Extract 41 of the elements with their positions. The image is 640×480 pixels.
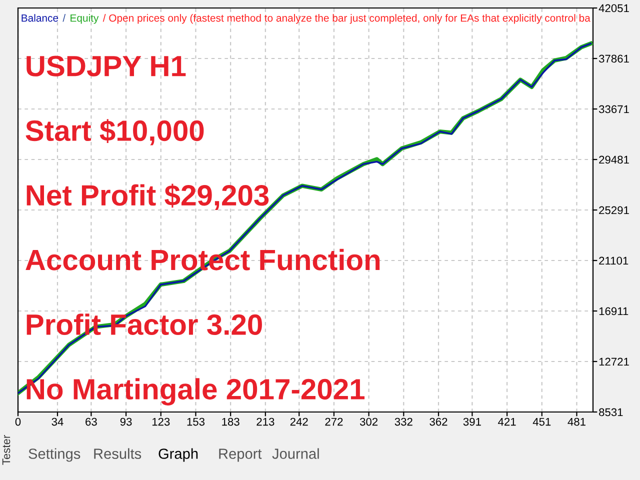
y-tick-label: 8531 — [599, 408, 623, 416]
x-tick-label: 123 — [152, 418, 170, 426]
text: Report — [219, 448, 262, 462]
annotation: USDJPY H1 — [26, 56, 186, 76]
x-tick-label: 362 — [430, 418, 448, 426]
annotation: Net Profit $29,203 — [26, 184, 269, 210]
y-tick-label: 29481 — [599, 156, 629, 164]
annotation: Profit Factor 3.20 — [26, 314, 262, 336]
x-tick-label: 272 — [325, 418, 343, 426]
x-tick-label: 153 — [187, 418, 205, 426]
x-tick-label: 34 — [52, 418, 64, 426]
y-tick-label: 16911 — [599, 307, 628, 316]
x-tick-label: 183 — [222, 418, 240, 426]
x-tick-label: 93 — [120, 418, 132, 426]
x-tick-label: 391 — [463, 418, 481, 426]
annotation: / — [62, 14, 66, 22]
y-tick-label: 42051 — [598, 4, 629, 12]
y-tick-label: 25291 — [599, 206, 629, 214]
text: Graph — [158, 448, 198, 462]
text: / Open prices only (fastest method to analyze the bar just completed, only for EAs that explicitly control ba — [102, 14, 590, 24]
annotation: Start $10,000 — [26, 119, 204, 146]
x-tick-label: 0 — [15, 418, 21, 426]
annotation: No Martingale 2017-2021 — [26, 378, 365, 406]
text: Equity — [70, 14, 99, 24]
x-tick-label: 242 — [290, 418, 308, 426]
x-tick-label: 302 — [360, 418, 378, 426]
text: Tester — [2, 435, 10, 465]
x-tick-label: 451 — [532, 418, 551, 426]
text: Balance — [22, 14, 58, 22]
y-tick-label: 12721 — [599, 358, 629, 366]
x-tick-label: 481 — [568, 418, 586, 426]
y-tick-label: 33671 — [598, 105, 629, 114]
x-tick-label: 421 — [498, 418, 516, 426]
x-tick-label: 213 — [256, 418, 274, 426]
x-tick-label: 63 — [86, 418, 97, 426]
x-tick-label: 332 — [394, 418, 412, 426]
text: Journal — [272, 448, 319, 459]
text: Results — [94, 448, 142, 459]
y-tick-label: 37861 — [598, 54, 629, 63]
y-tick-label: 21101 — [599, 256, 628, 265]
text: Settings — [28, 448, 80, 462]
